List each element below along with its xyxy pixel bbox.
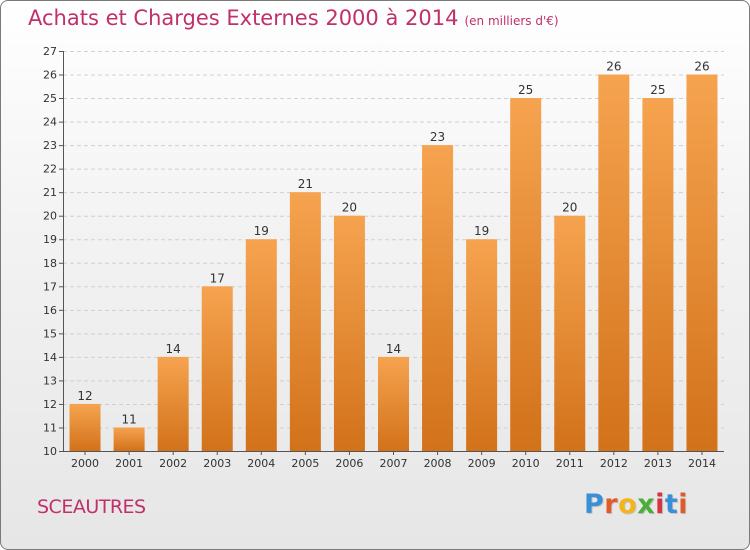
- chart-subtitle: (en milliers d'€): [464, 14, 559, 28]
- bar-2004: [245, 239, 277, 451]
- bar-value-label: 20: [562, 201, 577, 215]
- chart-title-text: Achats et Charges Externes 2000 à 2014: [28, 6, 459, 30]
- x-tick-label: 2008: [424, 457, 452, 470]
- x-tick-label: 2001: [115, 457, 143, 470]
- commune-name: SCEAUTRES: [37, 496, 146, 518]
- y-tick-label: 17: [43, 280, 57, 293]
- logo-letter: o: [618, 489, 638, 520]
- logo-letter: x: [637, 489, 656, 520]
- bar-2013: [642, 98, 674, 451]
- logo-letter: i: [678, 489, 689, 520]
- y-tick-label: 18: [43, 257, 57, 270]
- y-tick-label: 11: [43, 421, 57, 434]
- y-tick-label: 19: [43, 233, 57, 246]
- bar-2011: [554, 215, 586, 451]
- bar-value-label: 26: [694, 60, 709, 74]
- bar-2014: [686, 74, 718, 451]
- y-tick-label: 15: [43, 327, 57, 340]
- proxiti-logo: Proxiti: [584, 489, 688, 520]
- bar-value-label: 17: [210, 271, 225, 285]
- bar-value-label: 12: [77, 389, 92, 403]
- x-tick-label: 2004: [247, 457, 275, 470]
- x-tick-label: 2003: [203, 457, 231, 470]
- x-tick-label: 2013: [644, 457, 672, 470]
- logo-letter: r: [604, 489, 619, 520]
- y-tick-label: 12: [43, 398, 57, 411]
- bar-2003: [201, 286, 233, 451]
- y-tick-label: 16: [43, 304, 57, 317]
- x-tick-label: 2002: [159, 457, 187, 470]
- bar-value-label: 19: [254, 224, 269, 238]
- bar-2008: [422, 145, 454, 451]
- logo-letter: t: [664, 489, 679, 520]
- bars: [69, 74, 718, 452]
- y-tick-label: 27: [43, 45, 57, 58]
- y-tick-label: 24: [43, 116, 57, 129]
- data-labels: 12 11 14 17 19 21 20 14 23 19 25 20 26 25 26: [77, 60, 709, 427]
- y-tick-label: 20: [43, 210, 57, 223]
- x-tick-label: 2006: [335, 457, 363, 470]
- bar-2000: [69, 403, 101, 451]
- x-tick-label: 2005: [291, 457, 319, 470]
- x-tick-label: 2009: [468, 457, 496, 470]
- bar-2006: [333, 215, 365, 451]
- bar-value-label: 14: [166, 342, 181, 356]
- bar-value-label: 11: [121, 412, 136, 426]
- bar-value-label: 25: [518, 83, 533, 97]
- logo-letter: i: [655, 489, 665, 520]
- bar-2010: [510, 98, 542, 451]
- y-tick-label: 26: [43, 69, 57, 82]
- x-tick-label: 2010: [512, 457, 540, 470]
- bar-value-label: 26: [606, 60, 621, 74]
- logo-letter: P: [584, 489, 605, 520]
- x-tick-label: 2007: [380, 457, 408, 470]
- bar-2007: [378, 356, 409, 451]
- y-tick-label: 22: [43, 163, 57, 176]
- bar-value-label: 23: [430, 130, 445, 144]
- chart-title: Achats et Charges Externes 2000 à 2014 (e…: [28, 6, 559, 30]
- y-tick-label: 14: [43, 351, 57, 364]
- bar-2009: [466, 239, 498, 451]
- bar-2005: [289, 192, 321, 452]
- bar-2001: [113, 427, 145, 451]
- axes: 10 11 12 13 14 15 16 17 18 19 20 21 22 23 24 25 26 27 2000…: [43, 45, 724, 470]
- bar-value-label: 21: [298, 177, 313, 191]
- y-tick-label: 21: [43, 186, 57, 199]
- bar-value-label: 19: [474, 224, 489, 238]
- y-tick-label: 23: [43, 139, 57, 152]
- x-tick-label: 2012: [600, 457, 628, 470]
- y-tick-label: 25: [43, 92, 57, 105]
- x-tick-label: 2014: [688, 457, 716, 470]
- x-tick-label: 2011: [556, 457, 584, 470]
- bar-value-label: 14: [386, 342, 401, 356]
- bar-2012: [598, 74, 630, 451]
- bar-value-label: 20: [342, 201, 357, 215]
- bar-value-label: 25: [650, 83, 665, 97]
- x-tick-label: 2000: [71, 457, 99, 470]
- y-tick-label: 10: [43, 445, 57, 458]
- bar-2002: [157, 356, 189, 451]
- y-tick-label: 13: [43, 374, 57, 387]
